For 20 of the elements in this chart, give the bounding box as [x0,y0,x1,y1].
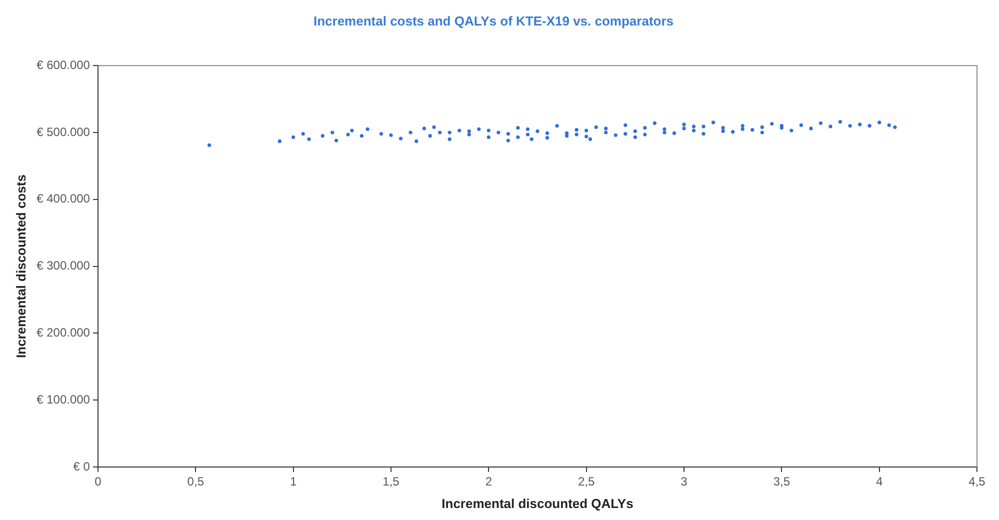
x-tick-label: 2,5 [578,474,595,489]
y-tick-label: € 600.000 [36,58,90,72]
x-tick-label: 0 [94,474,102,489]
x-axis-title: Incremental discounted QALYs [442,496,634,511]
y-axis-title: Incremental discounted costs [13,174,28,358]
x-tick-label: 4 [876,474,883,489]
x-tick-label: 4,5 [968,474,986,489]
y-tick-label: € 0 [73,459,90,474]
x-tick-label: 1 [290,474,297,489]
y-tick-label: € 400.000 [36,192,90,206]
x-tick-label: 0,5 [187,474,204,489]
x-tick-label: 3 [680,474,688,489]
x-tick-label: 2 [485,474,492,489]
y-tick-label: € 100.000 [36,392,90,406]
y-tick-label: € 300.000 [36,258,90,273]
y-tick-label: € 200.000 [36,326,90,340]
chart-title: Incremental costs and QALYs of KTE-X19 vs. comparators [313,13,674,28]
x-tick-label: 3,5 [773,474,790,489]
y-tick-label: € 500.000 [36,124,90,139]
x-tick-label: 1,5 [382,474,400,489]
